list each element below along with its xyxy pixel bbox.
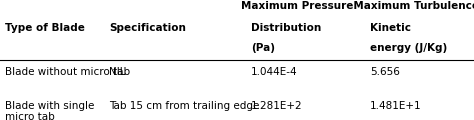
Text: Specification: Specification	[109, 23, 186, 33]
Text: Maximum PressureMaximum Turbulence: Maximum PressureMaximum Turbulence	[241, 1, 474, 11]
Text: 1.481E+1: 1.481E+1	[370, 101, 421, 111]
Text: Blade without micro tab: Blade without micro tab	[5, 67, 130, 77]
Text: 1.044E-4: 1.044E-4	[251, 67, 298, 77]
Text: 5.656: 5.656	[370, 67, 400, 77]
Text: (Pa): (Pa)	[251, 43, 275, 53]
Text: Type of Blade: Type of Blade	[5, 23, 85, 33]
Text: energy (J/Kg): energy (J/Kg)	[370, 43, 447, 53]
Text: Distribution: Distribution	[251, 23, 321, 33]
Text: Kinetic: Kinetic	[370, 23, 410, 33]
Text: Tab 15 cm from trailing edge: Tab 15 cm from trailing edge	[109, 101, 259, 111]
Text: NIL: NIL	[109, 67, 126, 77]
Text: 1.281E+2: 1.281E+2	[251, 101, 303, 111]
Text: Blade with single
micro tab: Blade with single micro tab	[5, 101, 94, 120]
